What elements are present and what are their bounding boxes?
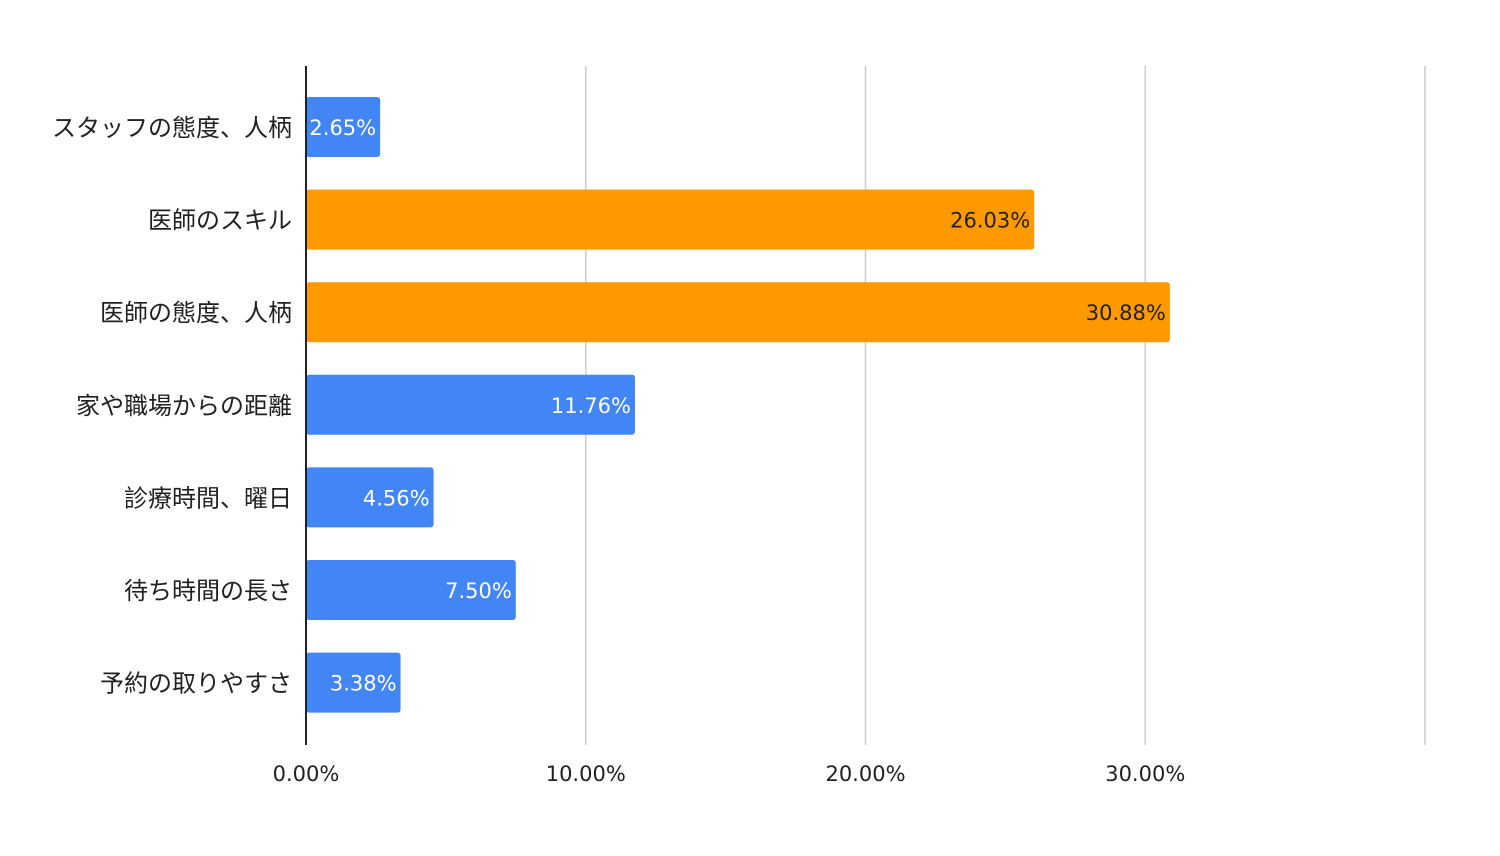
category-label: スタッフの態度、人柄 [52,114,292,142]
category-label: 予約の取りやすさ [100,670,292,698]
bar [306,97,381,157]
bar-value-label: 4.56% [363,486,430,510]
bars: 2.65% 26.03% 30.88% 11.76% 4.56% 7.50% 3.38% [306,97,1170,713]
x-tick-label: 0.00% [273,762,340,786]
bar-value-label: 30.88% [1086,301,1166,325]
category-label: 待ち時間の長さ [124,577,292,605]
x-tick-labels: 0.00% 10.00% 20.00% 30.00% [273,762,1186,786]
category-labels: スタッフの態度、人柄医師のスキル医師の態度、人柄家や職場からの距離診療時間、曜日… [52,114,292,698]
x-tick-label: 30.00% [1105,762,1185,786]
bar-value-label: 11.76% [551,394,631,418]
category-label: 医師のスキル [148,207,292,235]
x-tick-label: 20.00% [825,762,905,786]
bar [306,374,635,435]
bar-value-label: 26.03% [950,209,1030,233]
bar [306,467,434,528]
bar-value-label: 7.50% [445,579,512,603]
bar-value-label: 3.38% [330,672,397,696]
bar [306,282,1170,343]
category-label: 医師の態度、人柄 [100,299,292,327]
bar-value-label: 2.65% [309,116,376,140]
gridlines [585,66,1426,745]
category-label: 診療時間、曜日 [124,484,292,512]
bar [306,189,1035,250]
x-tick-label: 10.00% [546,762,626,786]
category-label: 家や職場からの距離 [76,392,292,420]
bar [306,652,401,713]
bar [306,560,516,620]
